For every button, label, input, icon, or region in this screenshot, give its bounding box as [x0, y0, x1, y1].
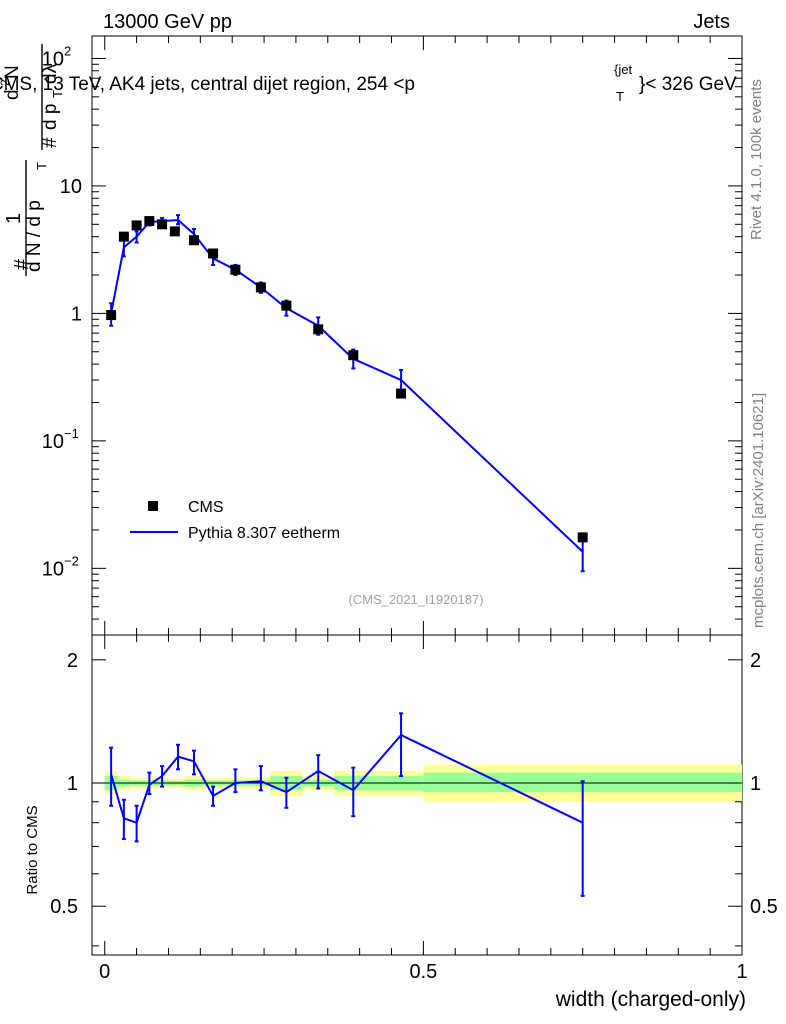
cms-data-point: [208, 248, 219, 259]
ylabel-d2N-sup: 2: [0, 79, 12, 86]
ylabel-dN-main: d N / d p: [24, 200, 45, 272]
cms-data-point: [106, 310, 117, 321]
main-ytick-label: 10: [60, 176, 82, 198]
main-ytick-label: 1: [71, 303, 82, 325]
cms-data-markers: [106, 216, 588, 543]
legend-cms-label: CMS: [188, 499, 224, 516]
ratio-ytick-label-right: 2: [750, 650, 761, 672]
analysis-watermark: (CMS_2021_I1920187): [348, 592, 483, 607]
pythia-series-ratio: [109, 712, 585, 897]
cms-data-point: [169, 226, 180, 237]
main-panel-frame: [91, 35, 743, 636]
ylabel-dN-sub: T: [34, 162, 49, 170]
ylabel-d2N: d: [2, 89, 23, 100]
ylabel-dlam: dλ: [40, 63, 61, 84]
ratio-xtick-label: 0.5: [409, 961, 437, 983]
ratio-x-axis-ticks: [104, 635, 743, 955]
x-axis-label: width (charged-only): [555, 988, 746, 1011]
mcplots-label: mcplots.cern.ch [arXiv:2401.10621]: [750, 393, 767, 628]
legend-pythia-label: Pythia 8.307 eetherm: [188, 525, 340, 542]
main-ytick-label-exp: 2: [64, 43, 71, 58]
chart-title-tail: }< 326 GeV: [639, 74, 737, 95]
ratio-ytick-label-left: 2: [67, 650, 78, 672]
ylabel-d2N-tail: N: [2, 65, 23, 79]
ratio-xtick-label: 1: [736, 961, 747, 983]
ylabel-hash2: #: [40, 137, 61, 148]
cms-data-point: [396, 388, 407, 399]
main-ytick-label-exp: −1: [64, 426, 79, 441]
ratio-ytick-label-right: 1: [750, 773, 761, 795]
main-ytick-label-base: 10: [42, 48, 64, 70]
pythia-line: [110, 219, 584, 553]
rivet-label: Rivet 4.1.0, 100k events: [748, 79, 765, 240]
ylabel-dpT: d p: [40, 104, 61, 130]
cms-data-point: [281, 300, 292, 311]
ratio-xtick-label: 0: [99, 961, 110, 983]
ylabel-dN: d N / d p: [24, 200, 45, 272]
main-y-axis-label: # 1 d N / d p T # d 2 N d p T dλ: [0, 44, 65, 276]
header-right: Jets: [693, 11, 730, 33]
cms-data-point: [131, 220, 142, 231]
cms-data-point: [577, 532, 588, 543]
ratio-ytick-label-left: 1: [67, 773, 78, 795]
ratio-y-axis-ticks: [92, 659, 742, 947]
main-ytick-label-base: 10: [42, 558, 64, 580]
chart-title-sup: {jet: [614, 62, 632, 77]
cms-data-point: [188, 235, 199, 246]
chart-title-main: CMS, 13 TeV, AK4 jets, central dijet reg…: [0, 74, 415, 95]
legend-cms-marker: [148, 501, 158, 511]
ratio-ytick-label-right: 0.5: [750, 896, 778, 918]
main-x-axis-ticks: [104, 36, 743, 635]
ratio-y-tick-labels: 0.5 0.5 1 1 2 2: [50, 650, 778, 918]
main-ytick-label-exp: −2: [64, 553, 79, 568]
pythia-series-main: [109, 214, 585, 573]
cms-data-point: [157, 219, 168, 230]
chart-title: CMS, 13 TeV, AK4 jets, central dijet reg…: [0, 74, 415, 95]
ratio-ytick-label-left: 0.5: [50, 896, 78, 918]
cms-data-point: [255, 282, 266, 293]
main-y-axis-ticks: [92, 57, 742, 636]
ylabel-one: 1: [3, 213, 25, 224]
cms-data-point: [230, 264, 241, 275]
ratio-y-axis-label: Ratio to CMS: [24, 805, 41, 894]
cms-data-point: [144, 216, 155, 227]
header-left: 13000 GeV pp: [103, 11, 232, 33]
cms-data-point: [118, 231, 129, 242]
ylabel-dpT-sub: T: [50, 90, 65, 98]
ratio-x-tick-labels: 0 0.5 1: [99, 961, 747, 983]
legend: CMS Pythia 8.307 eetherm: [130, 499, 340, 542]
ylabel-hash: #: [11, 258, 33, 270]
main-ytick-label-base: 10: [42, 431, 64, 453]
chart-title-sub: T: [616, 89, 624, 104]
cms-data-point: [313, 324, 324, 335]
cms-data-point: [348, 350, 359, 361]
